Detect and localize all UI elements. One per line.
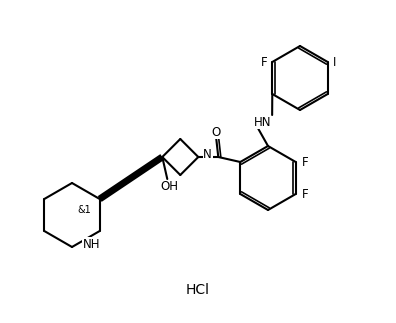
Text: I: I [333,56,336,68]
Text: &1: &1 [77,205,91,215]
Text: F: F [302,155,308,169]
Text: NH: NH [83,237,101,251]
Text: F: F [302,187,308,201]
Text: OH: OH [160,181,178,193]
Text: N: N [203,148,212,161]
Text: HCl: HCl [186,283,210,297]
Text: HN: HN [253,116,271,129]
Text: F: F [261,56,267,68]
Text: O: O [212,126,221,139]
